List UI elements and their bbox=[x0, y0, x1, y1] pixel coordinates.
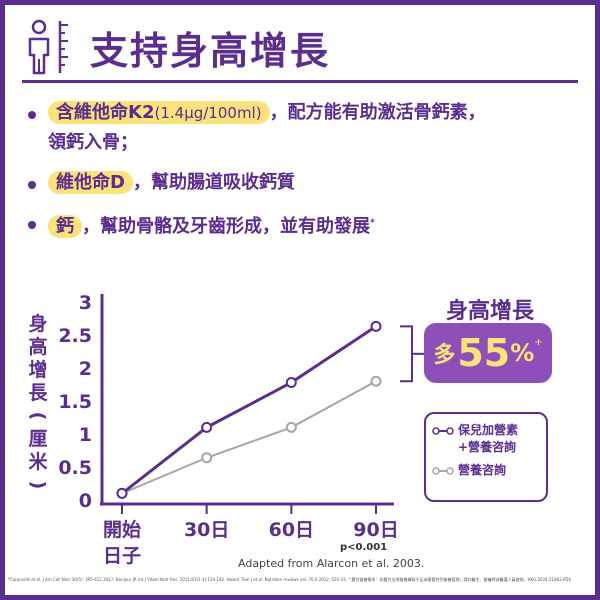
page-title: 支持身高增長 bbox=[90, 28, 331, 73]
y-tick-label: 3 bbox=[79, 292, 92, 314]
footnote: *Carpineilli et al. J Am Coll Nutr 30(5)… bbox=[8, 577, 571, 582]
legend-swatch-grey bbox=[432, 467, 454, 475]
y-tick-label: 1.5 bbox=[58, 391, 92, 413]
data-point bbox=[116, 487, 128, 499]
y-axis-label-char: 米 bbox=[28, 450, 48, 473]
data-point bbox=[285, 421, 297, 433]
series-line bbox=[121, 325, 377, 495]
y-axis-label-char: 高 bbox=[28, 335, 47, 358]
highlight-badge: 鈣 bbox=[48, 215, 82, 238]
growth-unit: % bbox=[510, 339, 535, 367]
data-point bbox=[370, 320, 382, 332]
growth-prefix: 多 bbox=[433, 343, 456, 368]
chart-legend: 保兒加營素+營養咨詢 營養咨詢 bbox=[424, 412, 548, 502]
footnote-marker: * bbox=[370, 218, 375, 228]
data-point bbox=[370, 375, 382, 387]
y-tick-label: 1 bbox=[79, 424, 92, 446]
list-item: 鈣，幫助骨骼及牙齒形成，並有助發展* bbox=[28, 208, 578, 242]
data-point bbox=[201, 452, 213, 464]
highlight-badge: 維他命D bbox=[48, 171, 133, 194]
y-axis-label-char: 身 bbox=[28, 312, 47, 335]
y-tick-label: 0 bbox=[79, 490, 92, 512]
x-tick-label: 日子 bbox=[103, 545, 141, 567]
bullet-dot bbox=[28, 181, 36, 189]
bullet-text: ，配方能有助激活骨鈣素， bbox=[269, 102, 486, 123]
bullet-text: ，幫助骨骼及牙齒形成，並有助發展 bbox=[82, 216, 370, 237]
list-item: 維他命D ，幫助腸道吸收鈣質 bbox=[28, 168, 578, 198]
p-value-note: p<0.001 bbox=[340, 542, 388, 553]
person-height-icon bbox=[28, 19, 68, 75]
growth-plus: + bbox=[534, 337, 543, 348]
x-tick-label: 60日 bbox=[269, 519, 314, 541]
y-axis-label-char: 長 bbox=[28, 382, 48, 404]
bullet-text-continued: 領鈣入骨； bbox=[48, 132, 138, 153]
y-axis-label-char: ) bbox=[27, 481, 49, 490]
legend-item: 保兒加營素+營養咨詢 bbox=[432, 422, 540, 456]
legend-item: 營養咨詢 bbox=[432, 462, 540, 479]
y-axis-label-char: 厘 bbox=[28, 428, 47, 450]
header-divider bbox=[22, 80, 578, 83]
benefit-list: 含維他命K2(1.4µg/100ml) ，配方能有助激活骨鈣素， 領鈣入骨； 維他… bbox=[28, 98, 578, 252]
y-tick-label: 2.5 bbox=[58, 325, 92, 347]
bullet-dot bbox=[28, 111, 36, 119]
data-point bbox=[201, 421, 213, 433]
x-tick-label: 30日 bbox=[184, 519, 229, 541]
legend-label: 營養咨詢 bbox=[458, 463, 507, 477]
legend-label: 保兒加營素+營養咨詢 bbox=[458, 423, 519, 454]
source-note: Adapted from Alarcon et al. 2003. bbox=[238, 557, 425, 570]
header: 支持身高增長 bbox=[22, 16, 330, 78]
growth-title: 身高增長 bbox=[446, 299, 535, 324]
list-item: 含維他命K2(1.4µg/100ml) ，配方能有助激活骨鈣素， 領鈣入骨； bbox=[28, 98, 578, 158]
bullet-text: ，幫助腸道吸收鈣質 bbox=[132, 172, 295, 193]
y-tick-label: 0.5 bbox=[58, 457, 92, 479]
y-tick-label: 2 bbox=[79, 358, 92, 380]
comparison-bracket bbox=[400, 325, 413, 383]
growth-value: 55 bbox=[457, 331, 511, 375]
legend-swatch-purple bbox=[432, 427, 454, 435]
growth-badge: 多 55 % + bbox=[424, 323, 552, 383]
data-point bbox=[285, 377, 297, 389]
x-tick-label: 開始 bbox=[103, 518, 141, 541]
bullet-dot bbox=[28, 221, 36, 229]
y-axis-label-char: ( bbox=[27, 412, 49, 421]
highlight-badge: 含維他命K2(1.4µg/100ml) bbox=[48, 101, 270, 124]
series-line bbox=[121, 380, 377, 495]
x-tick-label: 90日 bbox=[353, 519, 398, 541]
y-axis-label-char: 增 bbox=[28, 358, 47, 381]
